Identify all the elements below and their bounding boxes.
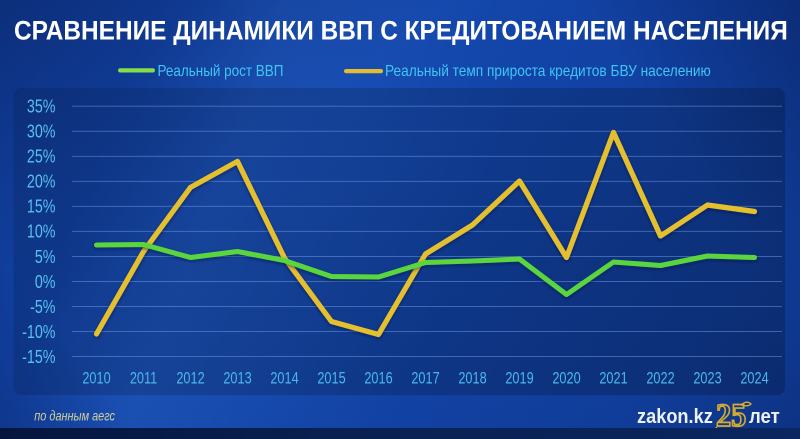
- svg-text:-5%: -5%: [30, 297, 55, 317]
- svg-text:Реальный рост ВВП: Реальный рост ВВП: [158, 63, 284, 80]
- svg-text:0%: 0%: [35, 272, 56, 292]
- svg-text:СРАВНЕНИЕ ДИНАМИКИ ВВП С КРЕДИ: СРАВНЕНИЕ ДИНАМИКИ ВВП С КРЕДИТОВАНИЕМ Н…: [14, 16, 788, 45]
- svg-text:10%: 10%: [27, 222, 56, 242]
- svg-text:2016: 2016: [364, 370, 392, 388]
- svg-text:2011: 2011: [130, 370, 157, 388]
- svg-text:2014: 2014: [270, 370, 298, 388]
- svg-text:Реальный темп прироста кредито: Реальный темп прироста кредитов БВУ насе…: [385, 63, 711, 80]
- svg-text:лет: лет: [749, 406, 780, 428]
- svg-text:2024: 2024: [740, 370, 768, 388]
- svg-text:15%: 15%: [27, 197, 56, 217]
- svg-text:2013: 2013: [223, 370, 251, 388]
- svg-text:25%: 25%: [27, 147, 56, 167]
- svg-text:2020: 2020: [552, 370, 580, 388]
- svg-text:5%: 5%: [35, 247, 56, 267]
- svg-text:zakon.kz: zakon.kz: [637, 406, 713, 428]
- svg-text:25: 25: [716, 397, 746, 433]
- svg-text:2012: 2012: [176, 370, 204, 388]
- svg-text:по данным аегс: по данным аегс: [34, 408, 115, 423]
- svg-text:2019: 2019: [505, 370, 533, 388]
- svg-text:2015: 2015: [317, 370, 345, 388]
- svg-text:2021: 2021: [599, 370, 627, 388]
- svg-text:-10%: -10%: [22, 322, 55, 342]
- svg-text:35%: 35%: [27, 97, 56, 117]
- svg-text:2017: 2017: [411, 370, 439, 388]
- svg-text:2023: 2023: [693, 370, 721, 388]
- svg-text:2010: 2010: [82, 370, 110, 388]
- svg-text:30%: 30%: [27, 122, 56, 142]
- svg-text:20%: 20%: [27, 172, 56, 192]
- svg-text:2022: 2022: [646, 370, 674, 388]
- svg-text:-15%: -15%: [22, 347, 55, 367]
- svg-text:2018: 2018: [458, 370, 486, 388]
